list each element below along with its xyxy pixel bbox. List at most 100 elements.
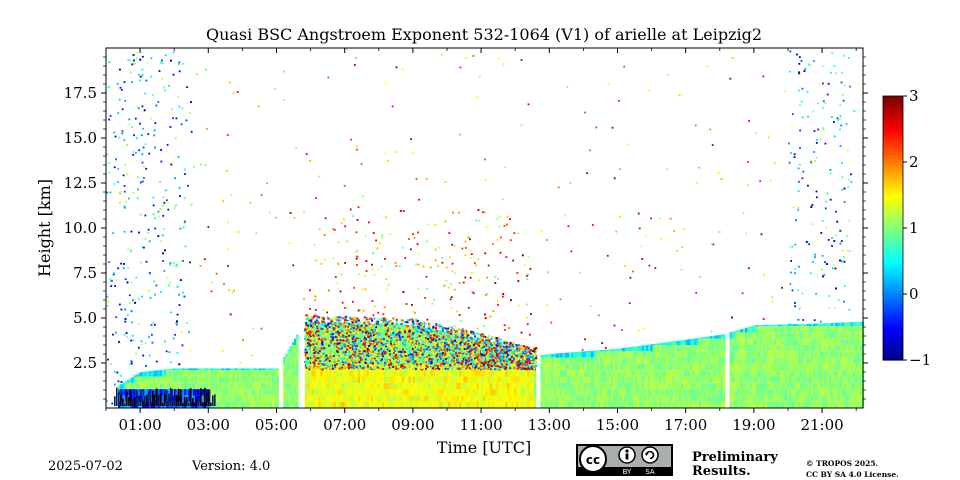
colorbar-segment [883,185,903,189]
x-tick-label: 11:00 [459,416,502,434]
colorbar-segment [883,340,903,345]
colorbar-segment [883,218,903,222]
y-axis-label: Height [km] [35,179,54,277]
colorbar-segment [883,244,903,249]
cc-icon [579,445,607,473]
colorbar-segment [883,158,903,163]
plot-area: 01:00 03:00 05:00 07:00 09:00 11:00 13:00 15:00… [64,47,868,434]
sa-share-alike-icon [641,446,659,464]
colorbar-segment [883,96,903,100]
colorbar-segment [883,231,903,236]
colorbar-segment [883,287,903,292]
colorbar-segment [883,109,903,114]
y-tick-label: 2.5 [73,354,97,372]
colorbar-segment [883,353,903,358]
colorbar-segment [883,327,903,331]
colorbar-segment [883,145,903,150]
y-tick-label: 10.0 [64,219,97,237]
colorbar-segment [883,320,903,325]
colorbar-segment [883,264,903,269]
colorbar-segment [883,165,903,170]
colorbar-tick-label: −1 [909,351,931,369]
colorbar-segment [883,132,903,137]
sa-label: SA [645,468,655,476]
colorbar-segment [883,224,903,229]
colorbar-segment [883,171,903,176]
y-tick-label: 7.5 [73,264,97,282]
colorbar-tick-label: 0 [909,285,919,303]
colorbar-segment [883,257,903,262]
colorbar-segment [883,125,903,130]
colorbar-segment [883,267,903,272]
colorbar-segment [883,297,903,302]
colorbar-segment [883,115,903,120]
colorbar-segment [883,234,903,239]
colorbar-segment [883,188,903,193]
date-label: 2025-07-02 [48,459,123,474]
colorbar-segment [883,294,903,298]
x-tick-label: 01:00 [118,416,161,434]
y-tick-label: 15.0 [64,129,97,147]
colorbar-segment [883,307,903,312]
x-tick-label: 21:00 [800,416,843,434]
colorbar-segment [883,346,903,351]
colorbar-segment [883,284,903,288]
x-tick-label: 07:00 [323,416,366,434]
colorbar-segment [883,261,903,265]
colorbar-segment [883,277,903,282]
x-tick-label: 17:00 [664,416,707,434]
colorbar-segment [883,178,903,183]
colorbar-segment [883,112,903,117]
x-tick-label: 03:00 [187,416,230,434]
colorbar-segment [883,175,903,180]
x-axis-label: Time [UTC] [437,438,531,457]
colorbar-segment [883,237,903,242]
colorbar-segment [883,313,903,318]
x-tick-label: 15:00 [596,416,639,434]
colorbar-segment [883,274,903,279]
colorbar-segment [883,330,903,335]
x-tick-label: 13:00 [528,416,571,434]
colorbar-segment [883,241,903,246]
colorbar-segment [883,323,903,328]
colorbar-segment [883,181,903,186]
colorbar-segment [883,350,903,354]
colorbar-segment [883,191,903,196]
copyright-line-1: © TROPOS 2025. [806,459,878,468]
colorbar-segment [883,204,903,209]
colorbar: 3 2 1 0 −1 [882,87,931,369]
colorbar-tick-label: 2 [909,153,919,171]
x-tick-label: 19:00 [732,416,775,434]
colorbar-segment [883,251,903,255]
colorbar-segment [883,142,903,147]
x-tick-label: 09:00 [391,416,434,434]
preliminary-line-1: Preliminary [692,450,778,465]
colorbar-segment [883,254,903,259]
colorbar-segment [883,138,903,143]
colorbar-segment [883,247,903,252]
colorbar-segment [883,310,903,315]
preliminary-line-2: Results. [692,464,751,479]
colorbar-segment [883,356,903,361]
colorbar-segment [883,270,903,275]
colorbar-segment [883,317,903,321]
copyright-line-2: CC BY SA 4.0 License. [806,470,899,479]
x-tick-label: 05:00 [255,416,298,434]
colorbar-tick-label: 3 [909,87,919,105]
colorbar-segment [883,129,903,133]
colorbar-segment [883,195,903,199]
by-label: BY [623,468,632,476]
colorbar-segment [883,198,903,203]
colorbar-segment [883,211,903,216]
colorbar-segment [883,102,903,107]
colorbar-segment [883,343,903,348]
colorbar-segment [883,162,903,166]
colorbar-segment [883,300,903,305]
colorbar-segment [883,152,903,156]
chart-title: Quasi BSC Angstroem Exponent 532-1064 (V… [206,25,762,44]
colorbar-segment [883,122,903,127]
colorbar-segment [883,135,903,140]
cc-license-badge[interactable]: cc BY SA [576,444,673,476]
colorbar-segment [883,228,903,232]
